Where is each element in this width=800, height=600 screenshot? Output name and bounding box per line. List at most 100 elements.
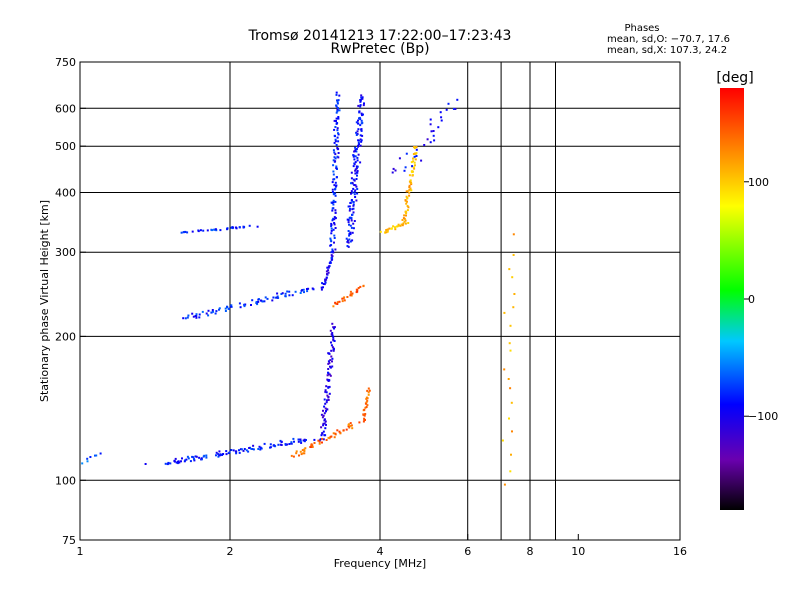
echo-point — [180, 460, 182, 463]
colorbar-label: [deg] — [716, 70, 753, 86]
echo-point — [350, 171, 353, 174]
echo-point — [334, 185, 337, 188]
echo-point — [144, 463, 147, 465]
echo-point — [290, 442, 293, 445]
echo-point — [408, 191, 411, 194]
echo-point — [259, 448, 262, 451]
echo-point — [214, 228, 217, 231]
echo-point — [336, 101, 339, 103]
echo-point — [347, 241, 350, 244]
y-tick-label-7: 750 — [55, 56, 76, 69]
echo-point — [324, 427, 327, 430]
echo-point — [218, 308, 220, 311]
echo-point — [351, 292, 354, 295]
phase-stats-o: mean, sd,O: −70.7, 17.6 — [607, 34, 730, 45]
echo-point — [324, 390, 327, 393]
echo-point — [263, 300, 266, 303]
echo-point — [238, 449, 240, 452]
echo-point — [367, 387, 370, 390]
echo-point — [511, 276, 514, 279]
echo-point — [218, 450, 221, 453]
echo-point — [413, 161, 416, 164]
echo-point — [335, 122, 338, 125]
echo-point — [359, 134, 362, 137]
echo-point — [333, 184, 336, 187]
phase-stats-box: Phases mean, sd,O: −70.7, 17.6 mean, sd,… — [607, 23, 730, 56]
echo-point — [167, 461, 170, 464]
echo-point — [323, 418, 326, 421]
echo-point — [280, 293, 283, 295]
echo-point — [332, 149, 335, 152]
echo-point — [330, 222, 333, 225]
echo-point — [366, 389, 369, 392]
echo-point — [359, 105, 362, 108]
echo-point — [186, 231, 189, 234]
echo-point — [255, 301, 258, 303]
chart-title: Tromsø 20141213 17:22:00–17:23:43 — [248, 28, 512, 44]
echo-point — [349, 293, 352, 296]
echo-point — [357, 128, 360, 131]
x-tick-label-2: 4 — [377, 545, 384, 558]
echo-point — [334, 200, 337, 203]
echo-point — [231, 226, 234, 229]
echo-point — [334, 160, 337, 163]
echo-point — [333, 119, 336, 122]
echo-point — [349, 294, 352, 297]
echo-point — [335, 120, 337, 123]
echo-point — [333, 237, 336, 239]
echo-point — [345, 428, 348, 431]
echo-point — [364, 406, 367, 409]
echo-point — [337, 132, 339, 135]
echo-point — [251, 299, 254, 302]
echo-point — [349, 422, 352, 425]
echo-point — [341, 297, 344, 300]
echo-point — [352, 201, 355, 204]
echo-point — [364, 413, 367, 415]
echo-point — [360, 94, 363, 97]
echo-point — [337, 152, 340, 154]
echo-point — [355, 121, 358, 124]
echo-point — [324, 434, 327, 437]
echo-point — [329, 374, 332, 377]
echo-point — [348, 238, 351, 241]
echo-point — [248, 224, 251, 227]
echo-point — [412, 157, 415, 160]
y-tick-label-1: 100 — [55, 474, 76, 487]
echo-point — [311, 287, 314, 290]
echo-point — [325, 385, 328, 388]
echo-point — [355, 134, 358, 136]
echo-point — [198, 456, 201, 459]
echo-point — [178, 461, 181, 464]
echo-point — [392, 167, 395, 170]
echo-point — [349, 233, 352, 236]
echo-point — [333, 241, 335, 244]
echo-point — [306, 290, 309, 293]
echo-point — [405, 202, 408, 205]
echo-point — [336, 129, 339, 132]
echo-point — [398, 157, 401, 160]
echo-point — [333, 141, 336, 144]
echo-point — [440, 116, 443, 119]
echo-point — [352, 222, 355, 225]
echo-point — [357, 104, 360, 107]
echo-point — [334, 211, 337, 214]
echo-point — [349, 424, 352, 427]
echo-point — [332, 305, 335, 308]
echo-point — [176, 462, 179, 465]
echo-point — [173, 460, 176, 462]
echo-point — [328, 379, 331, 382]
echo-point — [337, 156, 340, 159]
echo-point — [286, 290, 289, 293]
y-tick-label-3: 300 — [55, 246, 76, 259]
echo-point — [353, 220, 356, 222]
echo-point — [256, 225, 259, 228]
echo-point — [175, 461, 178, 464]
echo-point — [191, 230, 194, 233]
echo-point — [333, 234, 336, 237]
echo-point — [86, 457, 89, 460]
echo-point — [326, 374, 329, 377]
echo-point — [322, 286, 324, 289]
echo-point — [321, 282, 324, 285]
echo-point — [379, 230, 382, 233]
echo-point — [512, 233, 515, 236]
